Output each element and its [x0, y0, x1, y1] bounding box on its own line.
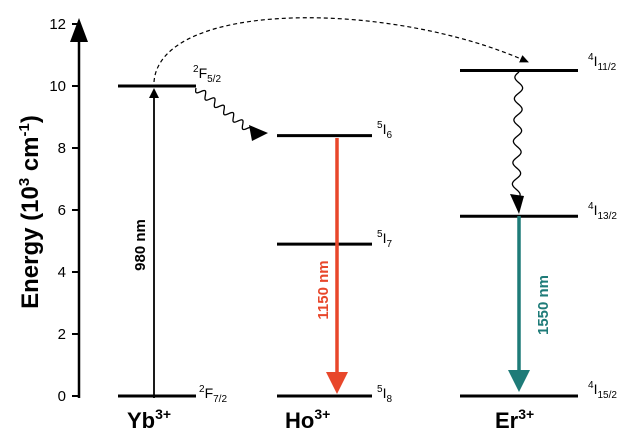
term-label-ho-5i6: 5I6 [377, 120, 392, 141]
term-labels: 2F7/2 2F5/2 5I6 5I7 5I8 4I11/2 4I13/2 4I… [193, 52, 617, 405]
er-emission-label: 1550 nm [535, 275, 552, 335]
nonradiative-relaxation-yb-ho [194, 87, 254, 133]
y-tick-label: 2 [58, 326, 66, 343]
term-label-er-4i112: 4I11/2 [588, 52, 617, 73]
term-label-yb-excited: 2F5/2 [193, 64, 221, 85]
y-axis-label: Energy (103 cm-1) [16, 115, 44, 309]
pump-label: 980 nm [132, 219, 149, 271]
ho-emission-arrowhead [326, 372, 348, 394]
ho-emission-label: 1150 nm [315, 260, 332, 319]
term-label-ho-5i8: 5I8 [377, 384, 392, 405]
y-tick-label: 0 [58, 388, 66, 405]
term-label-ho-5i7: 5I7 [377, 229, 392, 250]
energy-transfer-dashed-arrow [153, 17, 529, 83]
nonradiative-relaxation-er [511, 71, 524, 201]
term-label-er-4i132: 4I13/2 [588, 201, 617, 222]
term-label-yb-ground: 2F7/2 [199, 384, 227, 405]
ion-label-er: Er3+ [495, 406, 534, 433]
ion-label-yb: Yb3+ [127, 406, 171, 433]
y-axis-arrowhead [70, 18, 88, 42]
er-emission-arrowhead [508, 370, 530, 392]
y-tick-label: 12 [49, 16, 66, 33]
y-axis-ticks: 0 2 4 6 8 10 12 [49, 16, 79, 405]
y-tick-label: 10 [49, 78, 66, 95]
nonradiative-relaxation-er-arrowhead [510, 194, 524, 214]
y-tick-label: 4 [58, 264, 66, 281]
nonradiative-relaxation-yb-ho-arrowhead [249, 125, 268, 141]
energy-levels [118, 69, 578, 398]
term-label-er-4i152: 4I15/2 [588, 380, 617, 401]
y-axis: 0 2 4 6 8 10 12 [49, 16, 88, 405]
y-tick-label: 6 [58, 202, 66, 219]
ion-label-ho: Ho3+ [285, 406, 330, 433]
y-tick-label: 8 [58, 140, 66, 157]
